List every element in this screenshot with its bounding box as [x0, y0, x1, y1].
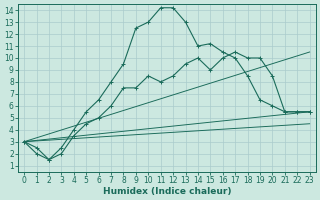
X-axis label: Humidex (Indice chaleur): Humidex (Indice chaleur)	[103, 187, 231, 196]
